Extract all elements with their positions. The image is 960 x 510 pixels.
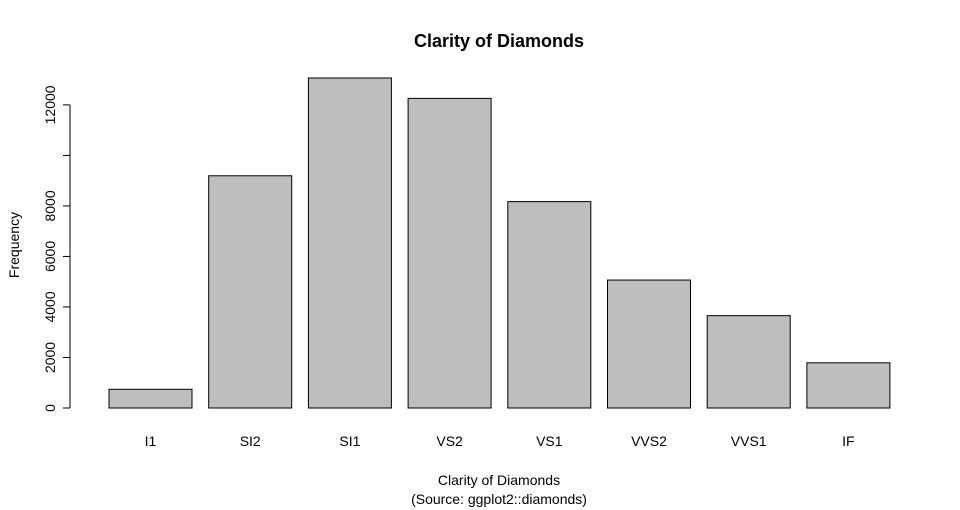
y-tick-label: 8000 [42,190,58,221]
y-axis-title: Frequency [6,212,22,278]
bar-si1 [307,77,392,409]
x-tick-label-vvs2: VVS2 [631,433,667,449]
y-axis: 0 2000 4000 6000 8000 12000 [42,85,71,412]
x-tick-label-i1: I1 [145,433,157,449]
x-tick-label-si1: SI1 [339,433,360,449]
x-tick-label-vs2: VS2 [436,433,463,449]
x-tick-label-if: IF [842,433,854,449]
x-axis-subtitle: (Source: ggplot2::diamonds) [411,491,587,507]
y-tick-label: 2000 [42,342,58,373]
bar-vs1 [507,201,592,409]
bar-vs2 [407,97,492,409]
bars-group [108,77,891,409]
bar-vvs1 [706,315,791,409]
bar-si2 [208,175,293,409]
bar-i1 [108,388,193,409]
x-axis-title: Clarity of Diamonds [438,472,560,488]
y-tick-label: 6000 [42,241,58,272]
y-tick-label: 4000 [42,291,58,322]
y-tick-label: 12000 [42,85,58,124]
x-tick-label-vvs1: VVS1 [731,433,767,449]
x-tick-label-vs1: VS1 [536,433,563,449]
y-tick-label: 0 [42,404,58,412]
bar-vvs2 [607,279,691,409]
x-tick-labels: I1 SI2 SI1 VS2 VS1 VVS2 VVS1 IF [145,433,855,449]
bar-if [806,362,891,409]
chart-title: Clarity of Diamonds [414,31,584,51]
x-tick-label-si2: SI2 [240,433,261,449]
